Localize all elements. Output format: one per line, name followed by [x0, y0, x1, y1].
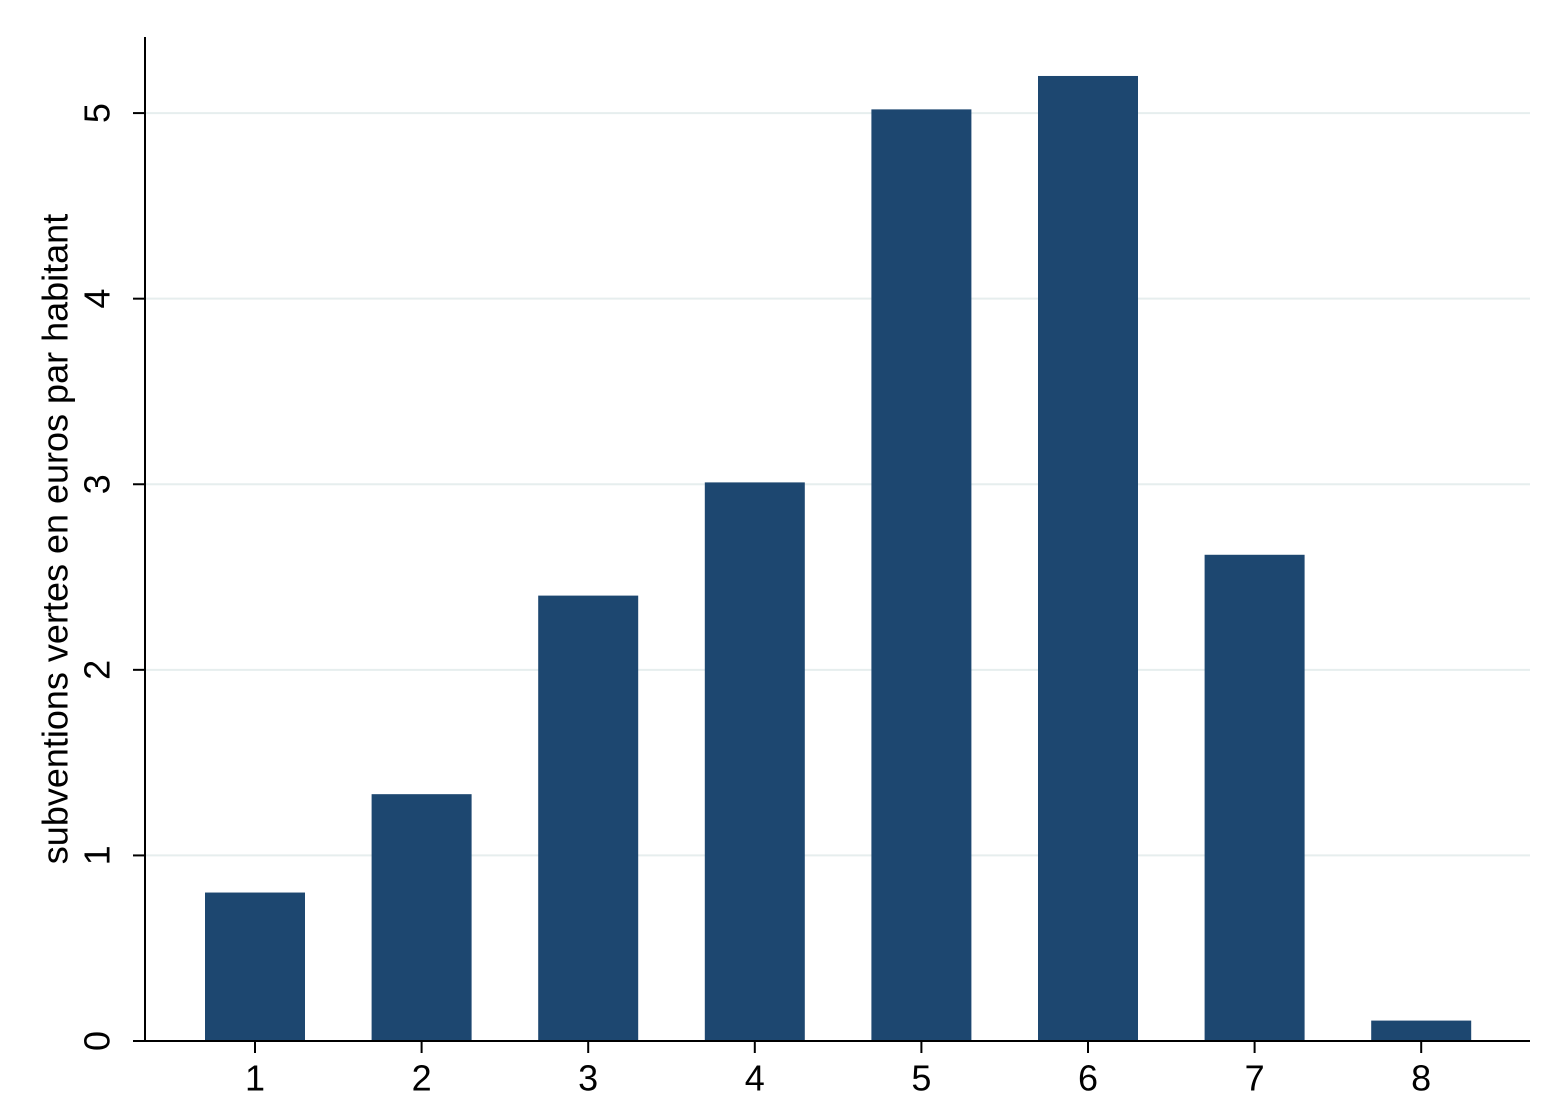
x-tick-label: 3 — [578, 1058, 598, 1099]
bar — [704, 482, 805, 1041]
x-tick-label: 8 — [1411, 1058, 1431, 1099]
y-tick-label: 5 — [77, 103, 118, 123]
x-tick-label: 2 — [412, 1058, 432, 1099]
y-tick-label: 1 — [77, 845, 118, 865]
x-tick-label: 6 — [1078, 1058, 1098, 1099]
bar — [1204, 554, 1305, 1041]
bar — [538, 595, 639, 1041]
bar — [205, 892, 305, 1041]
x-tick-label: 7 — [1245, 1058, 1265, 1099]
y-tick-label: 0 — [77, 1031, 118, 1051]
bar — [871, 109, 972, 1042]
y-axis-title: subventions vertes en euros par habitant — [35, 214, 76, 864]
y-tick-label: 3 — [77, 474, 118, 494]
bar — [1038, 75, 1138, 1041]
x-tick-label: 1 — [245, 1058, 265, 1099]
y-tick-label: 4 — [77, 289, 118, 309]
bar — [371, 794, 472, 1041]
y-tick-label: 2 — [77, 660, 118, 680]
x-tick-label: 4 — [745, 1058, 765, 1099]
bar — [1371, 1020, 1472, 1041]
x-tick-label: 5 — [911, 1058, 931, 1099]
